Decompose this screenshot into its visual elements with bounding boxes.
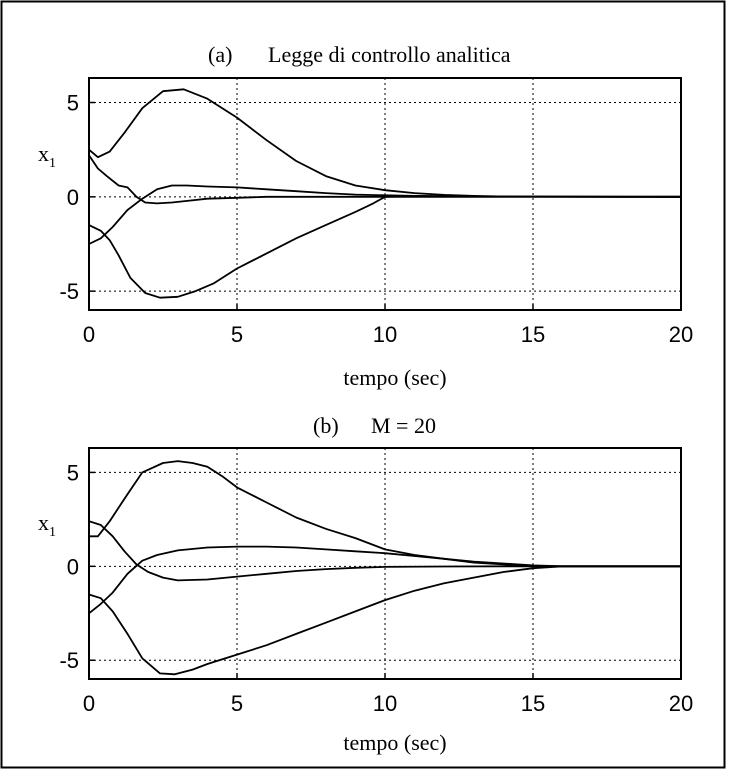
panel-a-title: Legge di controllo analitica [268,42,511,67]
panel-b-xtick-label-1: 5 [231,691,243,716]
panel-b-ytick-label-2: -5 [59,648,79,673]
panel-b-xtick-label-0: 0 [83,691,95,716]
panel-b-series-4-line [88,565,681,676]
panel-a-ytick-label-2: -5 [59,279,79,304]
panel-a-ylabel: x1 [38,141,56,171]
panel-a-xtick-label-1: 5 [231,322,243,347]
panel-b-xtick-label-4: 20 [669,691,693,716]
panel-b-ylabel: x1 [38,510,56,540]
panel-b-xtick-label-2: 10 [373,691,397,716]
panel-a-label: (a) [208,42,232,67]
panel-a-ytick-label-1: 0 [67,185,79,210]
panel-a-xtick-label-3: 15 [521,322,545,347]
panel-b-xtick-label-3: 15 [521,691,545,716]
panel-a: (a) Legge di controllo analitica x1 temp… [38,42,693,390]
panel-a-xtick-label-0: 0 [83,322,95,347]
panel-a-ytick-label-0: 5 [67,91,79,116]
panel-b-series-2-line [88,520,681,582]
panel-b-title: M = 20 [371,413,436,438]
panel-b-series-1-line [89,460,681,568]
panel-b-ytick-label-0: 5 [67,460,79,485]
panel-a-xtick-label-2: 10 [373,322,397,347]
panel-b-xlabel: tempo (sec) [343,730,446,755]
panel-a-series-4-line [88,194,682,299]
panel-b-series-3-line [88,545,681,615]
panel-a-xtick-label-4: 20 [669,322,693,347]
panel-b-label: (b) [313,413,339,438]
panel-b-ytick-label-1: 0 [67,554,79,579]
panel-a-xlabel: tempo (sec) [343,365,446,390]
